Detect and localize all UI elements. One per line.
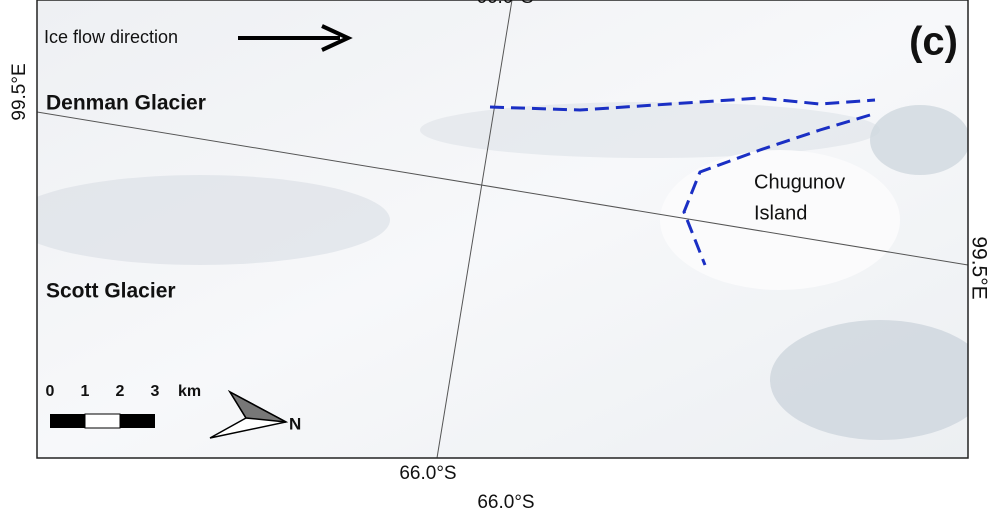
longitude-label: 99.5°E	[9, 63, 30, 120]
satellite-image	[37, 0, 968, 458]
flow-arrow	[238, 24, 353, 52]
scale-tick-label: 3	[151, 383, 160, 400]
north-label: N	[289, 414, 301, 433]
scale-tick-label: 0	[46, 383, 55, 400]
scale-tick-label: 2	[116, 383, 125, 400]
scale-tick-label: 1	[81, 383, 90, 400]
latitude-label: 66.0°S	[477, 492, 534, 513]
scale-bar	[50, 413, 155, 429]
scale-unit: km	[178, 383, 201, 400]
ice-flow-label: Ice flow direction	[44, 27, 178, 47]
ice-front-line	[489, 96, 876, 266]
place-label: Island	[754, 202, 807, 224]
latitude-label: 66.0°S	[399, 463, 456, 484]
place-label: Scott Glacier	[46, 280, 176, 303]
map-frame	[36, 0, 969, 459]
north-arrow	[209, 390, 289, 439]
longitude-label: 99.5°E	[967, 236, 990, 299]
latitude-label: 66.0°S	[476, 0, 533, 8]
panel-label: (c)	[909, 20, 958, 64]
place-label: Chugunov	[754, 171, 845, 193]
place-label: Denman Glacier	[46, 92, 206, 115]
